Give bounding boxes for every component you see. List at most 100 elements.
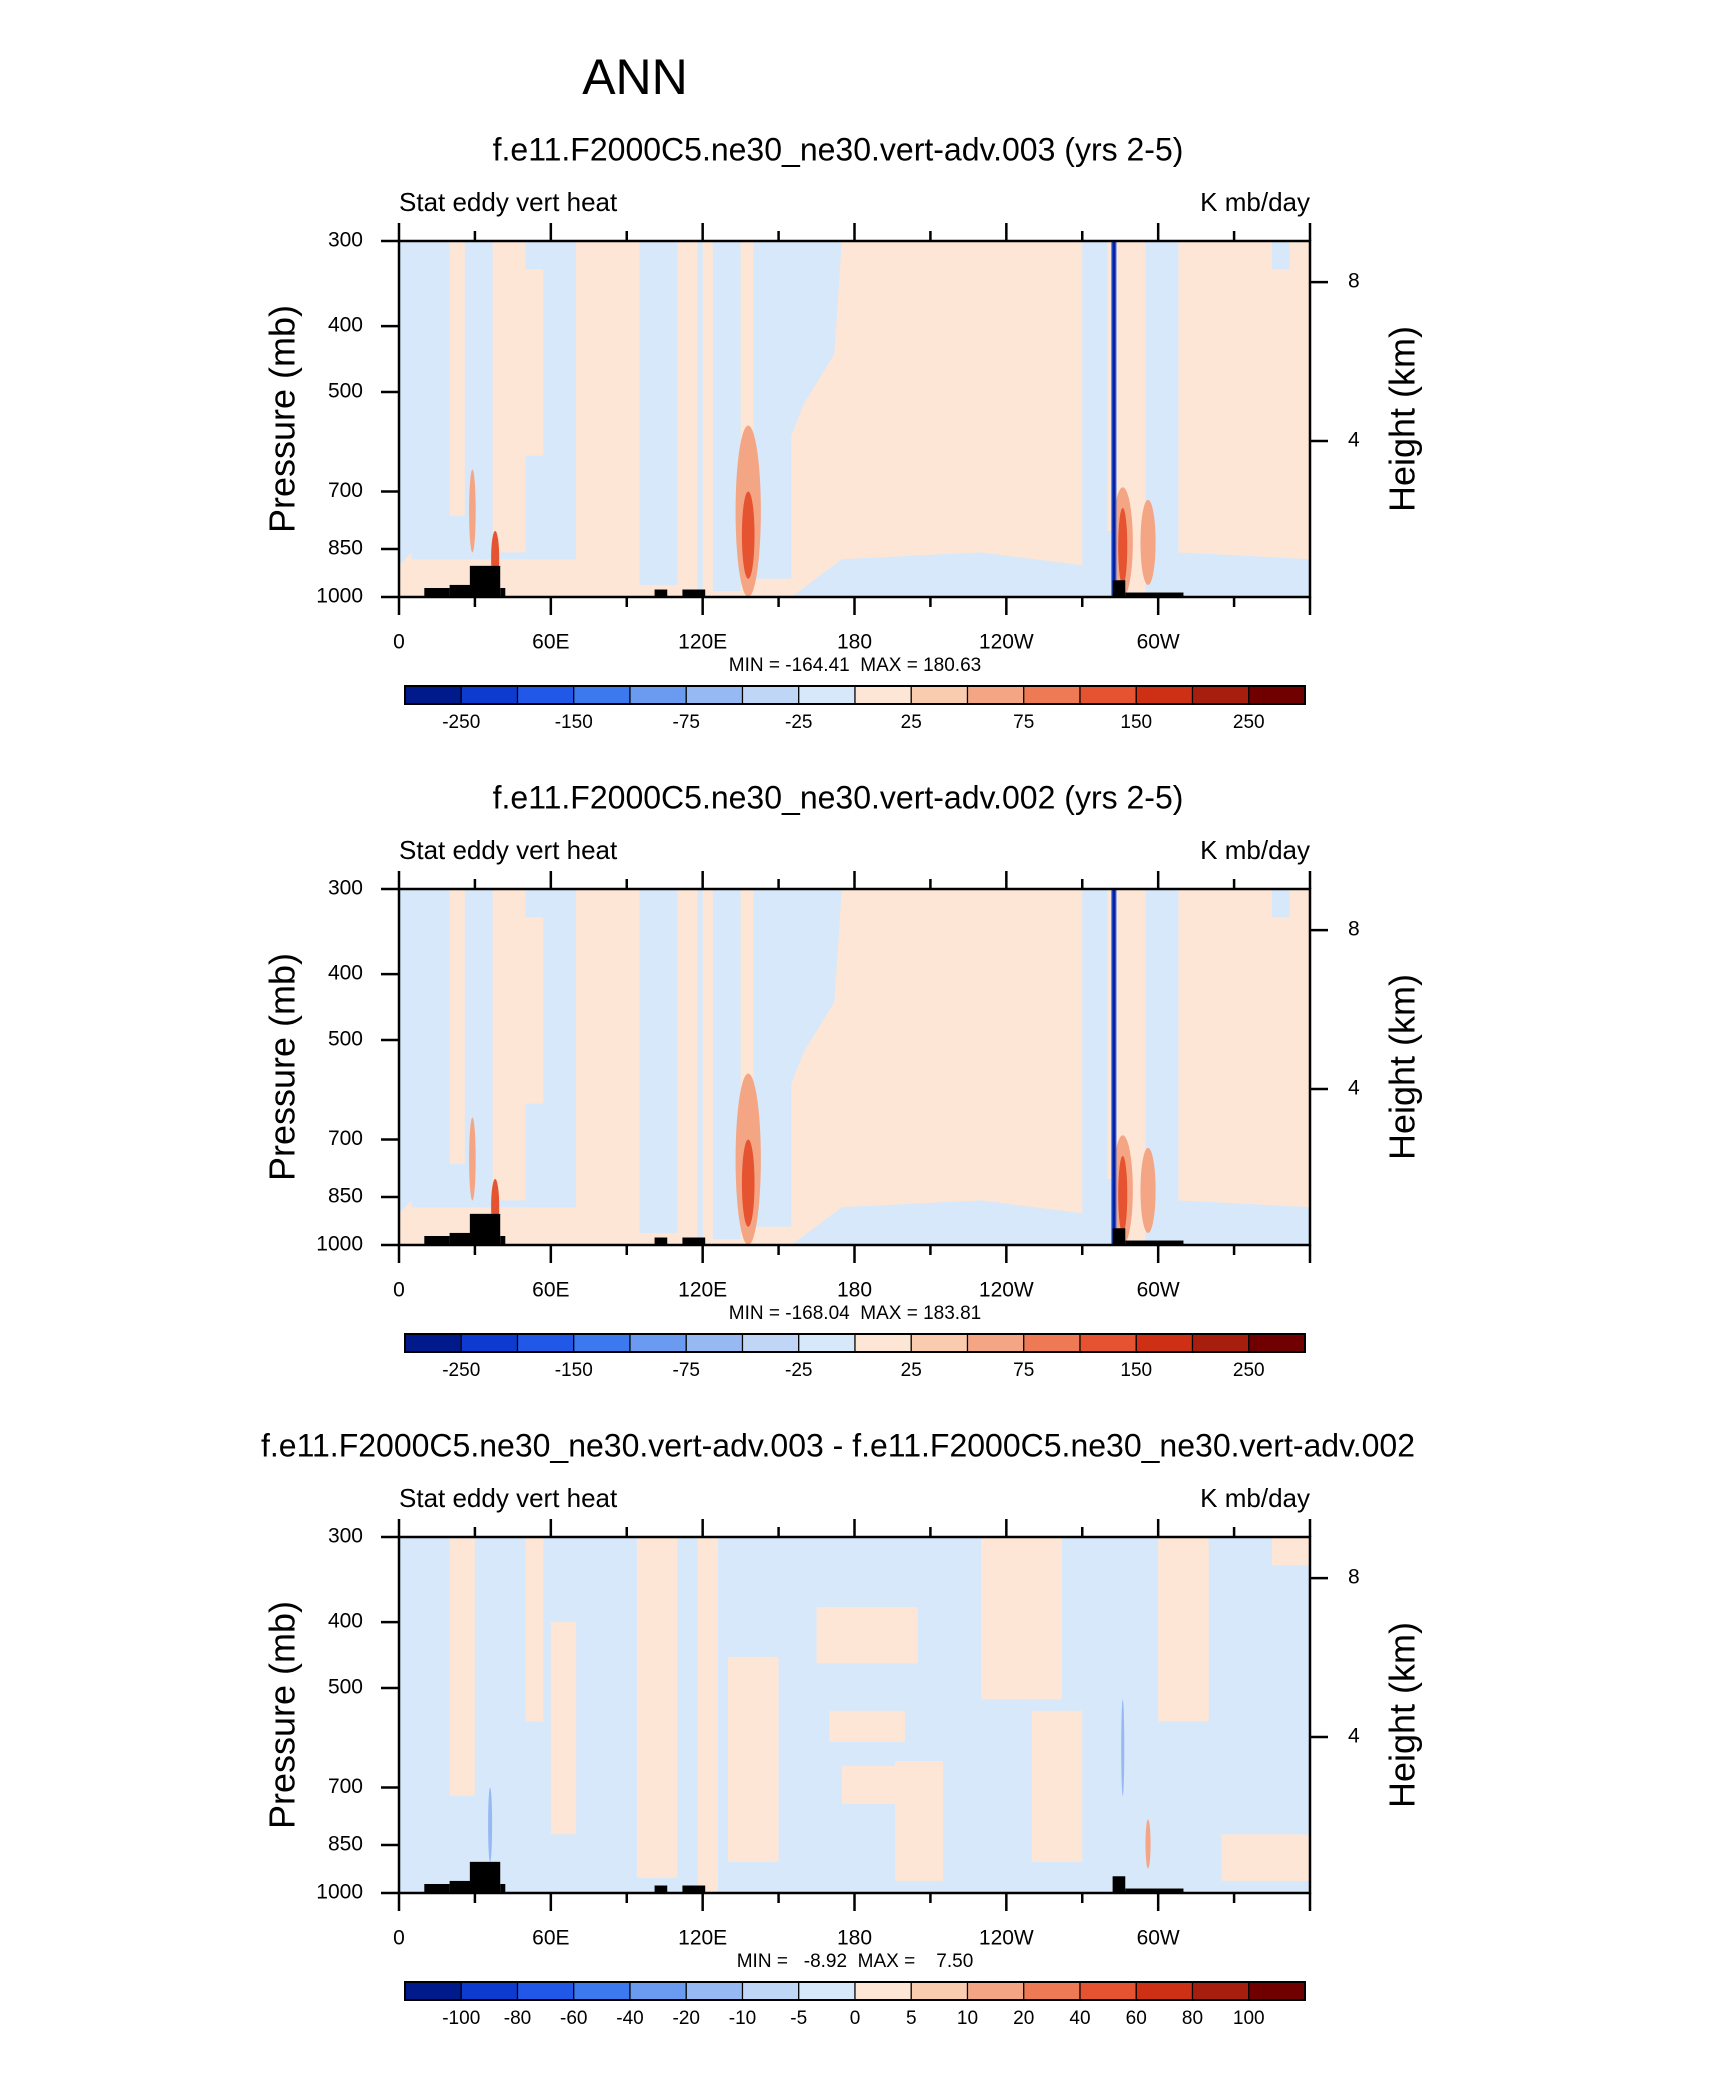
field-region-blue	[1272, 241, 1290, 270]
field-region-orange	[1031, 1710, 1083, 1862]
field-region-orange	[697, 1537, 718, 1893]
field-region-blue	[791, 552, 1103, 597]
field-region-blue	[791, 1200, 1103, 1245]
colorbar-swatch	[460, 1981, 519, 2001]
terrain-mask	[1112, 1228, 1126, 1245]
field-region-orange	[449, 241, 465, 516]
colorbar-swatch	[685, 685, 744, 705]
y-tick-label: 500	[328, 1676, 363, 1699]
y-tick-label: 300	[328, 1525, 363, 1548]
field-region-orange	[636, 1537, 678, 1878]
field-region-orange	[816, 1606, 918, 1664]
y-tick-label: 300	[328, 229, 363, 252]
y-tick-label: 400	[328, 1610, 363, 1633]
colorbar-swatch	[741, 685, 800, 705]
colorbar-swatch	[910, 685, 969, 705]
x-tick-label: 0	[393, 631, 405, 654]
colorbar-swatch	[798, 685, 856, 705]
colorbar: -250 -150 -75 -25 25 75 150 250	[404, 1333, 1306, 1381]
colorbar-label: -10	[729, 2008, 756, 2029]
colorbar-label: 80	[1182, 2008, 1203, 2029]
x-tick-label: 180	[837, 631, 872, 654]
y2-tick-label: 4	[1348, 1077, 1360, 1100]
colorbar-label: 20	[1013, 2008, 1034, 2029]
terrain-mask	[449, 584, 475, 597]
y2-tick-label: 4	[1348, 429, 1360, 452]
colorbar-swatch	[573, 1333, 631, 1353]
y-tick-label: 700	[328, 1775, 363, 1798]
x-tick-label: 180	[837, 1279, 872, 1302]
warm-anomaly	[469, 1117, 476, 1201]
colorbar-swatch	[1135, 1333, 1194, 1353]
colorbar-label: 5	[906, 2008, 917, 2029]
colorbar-label: 150	[1120, 712, 1152, 733]
y-tick-label: 400	[328, 962, 363, 985]
terrain-mask	[424, 1235, 450, 1245]
panel-left-label: Stat eddy vert heat	[399, 835, 618, 865]
colorbar-swatch	[966, 1981, 1025, 2001]
page-title: ANN	[582, 49, 688, 105]
y-tick-label: 1000	[316, 585, 363, 608]
panel-left-label: Stat eddy vert heat	[399, 187, 618, 217]
y2-axis-title: Height (km)	[1382, 326, 1423, 512]
colorbar-swatch	[741, 1981, 800, 2001]
colorbar-swatch	[741, 1333, 800, 1353]
y-axis-title: Pressure (mb)	[262, 953, 303, 1181]
terrain-mask	[500, 587, 506, 597]
colorbar-swatch	[854, 1333, 912, 1353]
chart-panel-1: f.e11.F2000C5.ne30_ne30.vert-adv.003 (yr…	[262, 131, 1423, 733]
colorbar-swatch	[854, 1981, 912, 2001]
x-tick-label: 120E	[678, 631, 727, 654]
panel-title: f.e11.F2000C5.ne30_ne30.vert-adv.002 (yr…	[493, 779, 1184, 815]
y2-tick-label: 8	[1348, 1566, 1360, 1589]
terrain-mask	[1125, 592, 1184, 597]
y-tick-label: 850	[328, 1184, 363, 1207]
colorbar-swatch	[1023, 1981, 1081, 2001]
field-region-blue	[399, 889, 412, 1214]
panel-units-label: K mb/day	[1200, 187, 1310, 217]
field-region-orange	[576, 241, 640, 573]
terrain-mask	[682, 1237, 706, 1245]
y-tick-label: 1000	[316, 1233, 363, 1256]
colorbar-label: 100	[1233, 2008, 1265, 2029]
colorbar-swatch	[460, 685, 519, 705]
terrain-mask	[424, 587, 450, 597]
terrain-mask	[449, 1232, 475, 1245]
colorbar-swatch	[1248, 1981, 1306, 2001]
colorbar-swatch	[1023, 685, 1081, 705]
colorbar-label: 25	[901, 1360, 922, 1381]
cold-anomaly	[1112, 241, 1116, 597]
field-region-orange	[727, 1656, 779, 1862]
colorbar-swatch	[1248, 1333, 1306, 1353]
colorbar-label: 250	[1233, 1360, 1265, 1381]
y-tick-label: 700	[328, 1127, 363, 1150]
colorbar-swatch	[460, 1333, 519, 1353]
terrain-mask	[682, 1885, 706, 1893]
panel-units-label: K mb/day	[1200, 835, 1310, 865]
terrain-mask	[469, 1213, 501, 1245]
colorbar-swatch	[516, 1333, 575, 1353]
colorbar-swatch	[910, 1981, 969, 2001]
warm-anomaly	[1140, 1147, 1156, 1233]
cold-anomaly	[1112, 889, 1116, 1245]
terrain-mask	[654, 589, 668, 597]
warm-anomaly	[741, 1139, 755, 1227]
x-tick-label: 180	[837, 1927, 872, 1950]
colorbar-swatch	[910, 1333, 969, 1353]
field-region-blue	[791, 241, 842, 436]
y-tick-label: 1000	[316, 1881, 363, 1904]
terrain-mask	[1112, 1876, 1126, 1893]
colorbar-label: 25	[901, 712, 922, 733]
warm-anomaly	[1140, 499, 1156, 585]
warm-anomaly	[1118, 507, 1128, 585]
colorbar-label: -250	[442, 712, 480, 733]
terrain-mask	[1112, 580, 1126, 597]
terrain-mask	[654, 1237, 668, 1245]
colorbar-swatch	[404, 685, 462, 705]
colorbar-label: 0	[850, 2008, 861, 2029]
colorbar-swatch	[1023, 1333, 1081, 1353]
contour-field	[399, 1537, 1310, 1893]
terrain-mask	[500, 1883, 506, 1893]
colorbar-swatch	[798, 1981, 856, 2001]
